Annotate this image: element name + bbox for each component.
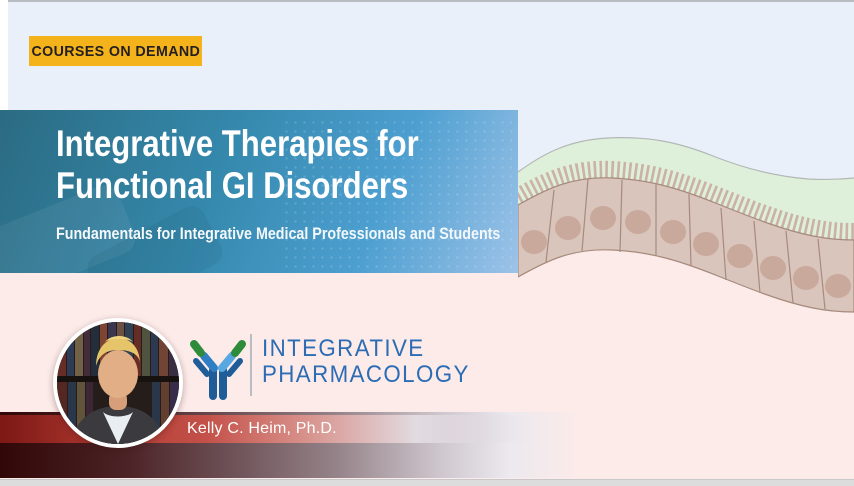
brand-line1: INTEGRATIVE <box>262 335 425 362</box>
course-subtitle: Fundamentals for Integrative Medical Pro… <box>56 224 501 243</box>
gut-epithelium-illustration <box>518 110 854 370</box>
presenter-photo <box>53 318 183 448</box>
course-title-line2: Functional GI Disorders <box>56 165 409 206</box>
badge-label: COURSES ON DEMAND <box>31 42 200 60</box>
brand-wordmark: INTEGRATIVE PHARMACOLOGY <box>262 336 485 388</box>
logo-divider <box>250 334 252 396</box>
course-title-line1: Integrative Therapies for <box>56 123 419 164</box>
presenter-name: Kelly C. Heim, Ph.D. <box>187 420 337 437</box>
top-border-line <box>8 0 854 2</box>
courses-on-demand-badge: COURSES ON DEMAND <box>29 36 202 66</box>
banner-dot-pattern <box>282 118 512 268</box>
brand-line2: PHARMACOLOGY <box>262 361 470 388</box>
antibody-icon <box>190 340 246 400</box>
banner-text: Integrative Therapies for Functional GI … <box>0 110 518 244</box>
title-banner: Integrative Therapies for Functional GI … <box>0 110 518 273</box>
bottom-window-edge <box>0 479 854 486</box>
